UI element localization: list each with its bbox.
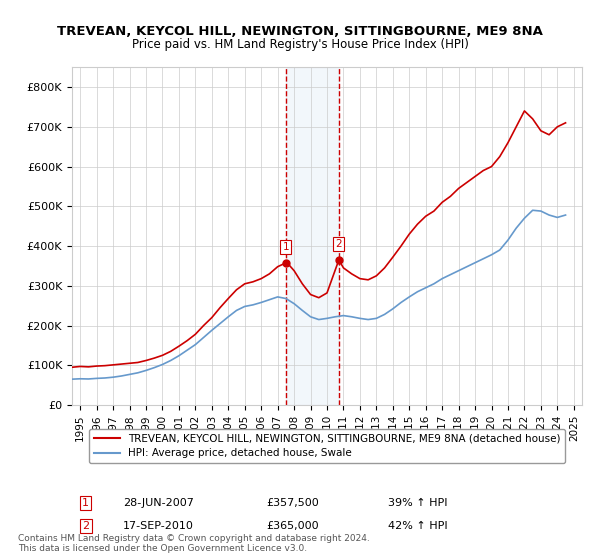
Bar xyxy=(286,67,339,405)
Text: Price paid vs. HM Land Registry's House Price Index (HPI): Price paid vs. HM Land Registry's House … xyxy=(131,38,469,50)
Text: 1: 1 xyxy=(82,498,89,508)
Text: 1: 1 xyxy=(283,242,289,252)
Text: 2: 2 xyxy=(335,239,342,249)
Text: 17-SEP-2010: 17-SEP-2010 xyxy=(123,521,194,531)
Text: 28-JUN-2007: 28-JUN-2007 xyxy=(123,498,194,508)
Text: 39% ↑ HPI: 39% ↑ HPI xyxy=(388,498,448,508)
Text: 2: 2 xyxy=(82,521,89,531)
Legend: TREVEAN, KEYCOL HILL, NEWINGTON, SITTINGBOURNE, ME9 8NA (detached house), HPI: A: TREVEAN, KEYCOL HILL, NEWINGTON, SITTING… xyxy=(89,429,565,463)
Text: Contains HM Land Registry data © Crown copyright and database right 2024.
This d: Contains HM Land Registry data © Crown c… xyxy=(18,534,370,553)
Text: £357,500: £357,500 xyxy=(266,498,319,508)
Text: £365,000: £365,000 xyxy=(266,521,319,531)
Text: TREVEAN, KEYCOL HILL, NEWINGTON, SITTINGBOURNE, ME9 8NA: TREVEAN, KEYCOL HILL, NEWINGTON, SITTING… xyxy=(57,25,543,38)
Text: 42% ↑ HPI: 42% ↑ HPI xyxy=(388,521,448,531)
